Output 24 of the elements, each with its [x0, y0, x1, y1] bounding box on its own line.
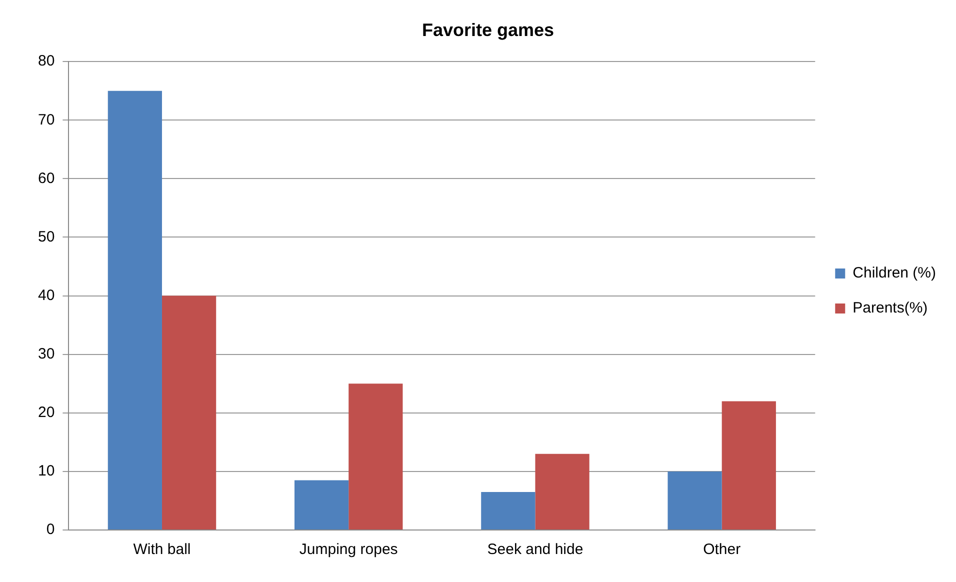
x-tick-label: Jumping ropes: [299, 541, 398, 558]
y-tick-label: 80: [38, 52, 55, 70]
bar: [481, 492, 536, 530]
bar: [722, 401, 776, 530]
y-tick-label: 40: [38, 286, 55, 304]
x-tick-label: With ball: [133, 541, 191, 558]
y-tick-label: 30: [38, 345, 55, 362]
x-tick-label: Seek and hide: [487, 541, 584, 558]
y-tick-label: 0: [46, 521, 55, 538]
bar: [162, 296, 216, 530]
chart-title: Favorite games: [422, 20, 554, 40]
y-tick-label: 50: [38, 228, 55, 246]
x-tick-label: Other: [703, 541, 741, 558]
bar: [108, 90, 162, 530]
legend-label: Children (%): [852, 264, 936, 282]
y-tick-label: 60: [38, 170, 55, 187]
legend-label: Parents(%): [852, 300, 928, 317]
y-tick-label: 70: [38, 111, 55, 128]
y-tick-label: 10: [38, 462, 55, 480]
bar: [348, 384, 403, 530]
bar: [294, 480, 349, 530]
y-tick-label: 20: [38, 404, 55, 422]
bar: [535, 454, 590, 530]
bar: [668, 471, 722, 530]
